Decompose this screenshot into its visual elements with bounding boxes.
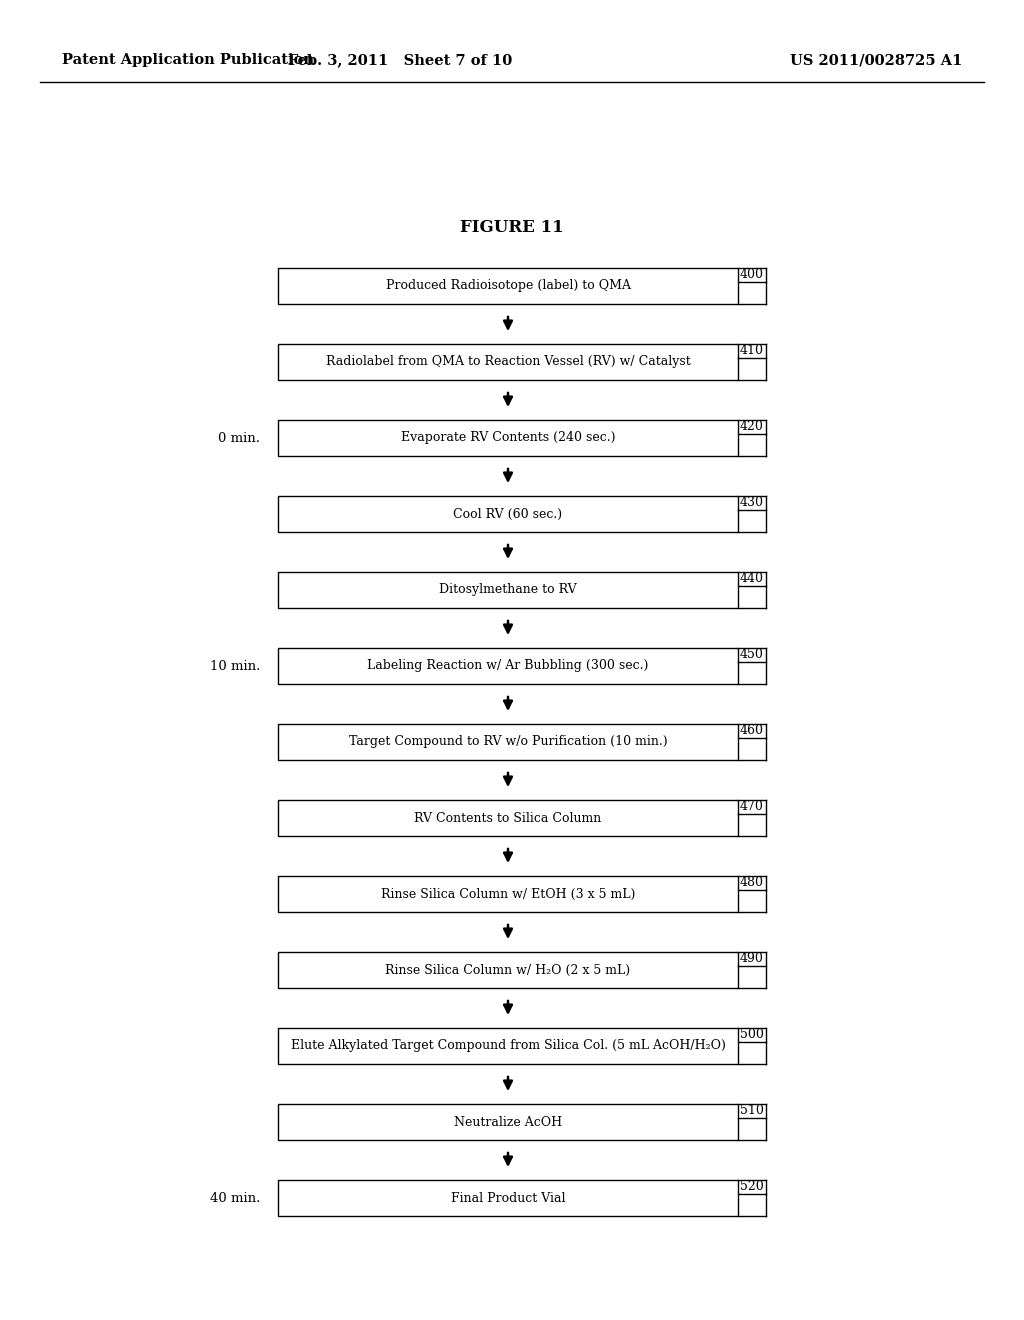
Text: 430: 430	[740, 496, 764, 510]
Text: 410: 410	[740, 345, 764, 358]
Text: 450: 450	[740, 648, 764, 661]
Bar	[278, 952, 738, 987]
Text: 400: 400	[740, 268, 764, 281]
Text: Ditosylmethane to RV: Ditosylmethane to RV	[439, 583, 577, 597]
Text: 480: 480	[740, 876, 764, 890]
Text: 500: 500	[740, 1028, 764, 1041]
Text: Labeling Reaction w/ Ar Bubbling (300 sec.): Labeling Reaction w/ Ar Bubbling (300 se…	[368, 660, 648, 672]
Bar	[278, 268, 738, 304]
Text: 0 min.: 0 min.	[218, 432, 260, 445]
Text: Final Product Vial: Final Product Vial	[451, 1192, 565, 1204]
Bar	[278, 1104, 738, 1140]
Bar	[278, 800, 738, 836]
Text: 490: 490	[740, 953, 764, 965]
Text: Feb. 3, 2011   Sheet 7 of 10: Feb. 3, 2011 Sheet 7 of 10	[288, 53, 512, 67]
Bar	[278, 1028, 738, 1064]
Bar	[278, 420, 738, 455]
Text: 40 min.: 40 min.	[210, 1192, 260, 1204]
Text: Rinse Silica Column w/ EtOH (3 x 5 mL): Rinse Silica Column w/ EtOH (3 x 5 mL)	[381, 887, 635, 900]
Text: FIGURE 11: FIGURE 11	[460, 219, 564, 236]
Bar	[278, 876, 738, 912]
Text: 420: 420	[740, 421, 764, 433]
Bar	[278, 572, 738, 609]
Text: 440: 440	[740, 573, 764, 586]
Bar	[278, 723, 738, 760]
Text: 460: 460	[740, 725, 764, 738]
Text: Rinse Silica Column w/ H₂O (2 x 5 mL): Rinse Silica Column w/ H₂O (2 x 5 mL)	[385, 964, 631, 977]
Text: Radiolabel from QMA to Reaction Vessel (RV) w/ Catalyst: Radiolabel from QMA to Reaction Vessel (…	[326, 355, 690, 368]
Text: Cool RV (60 sec.): Cool RV (60 sec.)	[454, 507, 562, 520]
Bar	[278, 1180, 738, 1216]
Text: Target Compound to RV w/o Purification (10 min.): Target Compound to RV w/o Purification (…	[349, 735, 668, 748]
Text: RV Contents to Silica Column: RV Contents to Silica Column	[415, 812, 602, 825]
Text: Evaporate RV Contents (240 sec.): Evaporate RV Contents (240 sec.)	[400, 432, 615, 445]
Text: 510: 510	[740, 1105, 764, 1118]
Bar	[278, 648, 738, 684]
Bar	[278, 496, 738, 532]
Text: Patent Application Publication: Patent Application Publication	[62, 53, 314, 67]
Text: 470: 470	[740, 800, 764, 813]
Text: 520: 520	[740, 1180, 764, 1193]
Text: Produced Radioisotope (label) to QMA: Produced Radioisotope (label) to QMA	[385, 280, 631, 293]
Text: Elute Alkylated Target Compound from Silica Col. (5 mL AcOH/H₂O): Elute Alkylated Target Compound from Sil…	[291, 1040, 725, 1052]
Text: US 2011/0028725 A1: US 2011/0028725 A1	[790, 53, 963, 67]
Text: Neutralize AcOH: Neutralize AcOH	[454, 1115, 562, 1129]
Text: 10 min.: 10 min.	[210, 660, 260, 672]
Bar	[278, 345, 738, 380]
